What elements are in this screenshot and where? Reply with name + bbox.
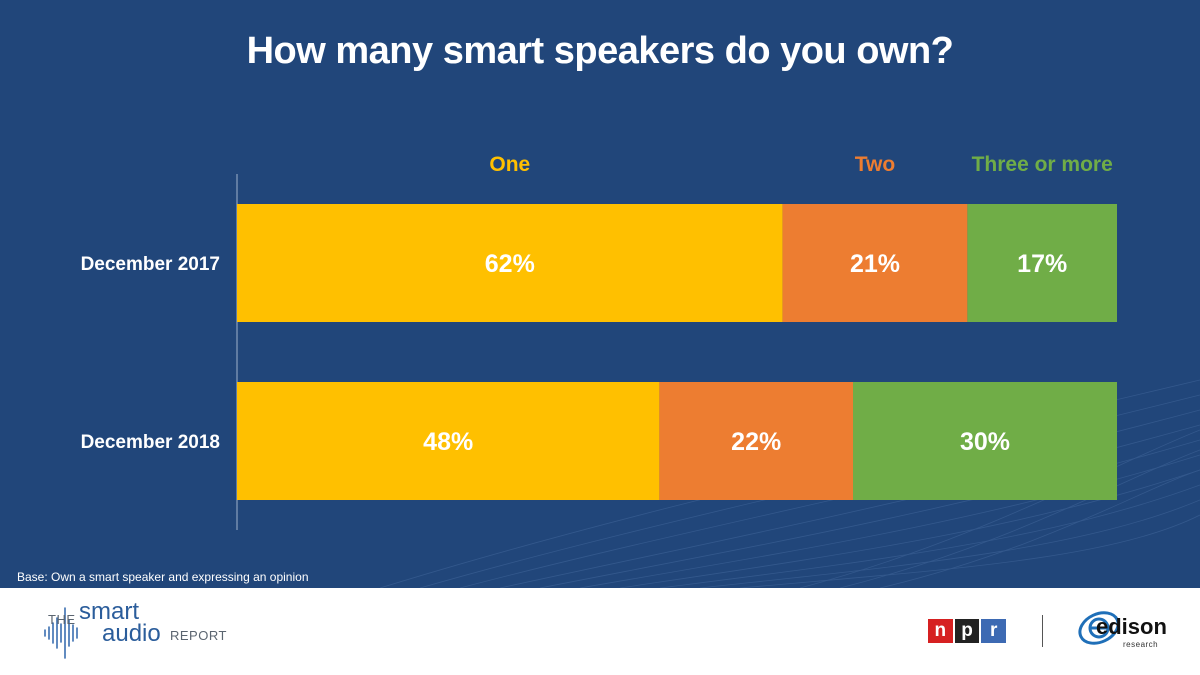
edison-research-logo-icon bbox=[1078, 611, 1120, 645]
chart-title: How many smart speakers do you own? bbox=[246, 30, 954, 72]
bar-three-or-more-december-2017 bbox=[967, 204, 1117, 322]
npr-letter-r: r bbox=[981, 619, 1007, 643]
npr-letter-p: p bbox=[954, 619, 980, 643]
data-label-one-december-2017: 62% bbox=[485, 250, 535, 278]
report-audio-text: audio bbox=[102, 620, 161, 647]
npr-letter-n: n bbox=[928, 619, 953, 643]
legend-label-one: One bbox=[489, 153, 530, 176]
npr-logo: n p r bbox=[928, 619, 1007, 643]
stacked-bar-chart: 62% 21% 17% December 2017 48% 22% 30% December … bbox=[81, 153, 1117, 530]
legend-label-two: Two bbox=[855, 153, 895, 176]
smart-audio-report-logo bbox=[44, 607, 78, 659]
bar-one-december-2018 bbox=[237, 382, 660, 500]
legend-label-three-or-more: Three or more bbox=[972, 153, 1113, 176]
report-report-text: REPORT bbox=[170, 628, 227, 643]
category-label-december-2017: December 2017 bbox=[81, 254, 220, 275]
logo-divider bbox=[1042, 615, 1043, 647]
decorative-wave-background bbox=[379, 379, 1200, 588]
bar-three-or-more-december-2018 bbox=[853, 382, 1117, 500]
category-label-december-2018: December 2018 bbox=[81, 432, 220, 453]
bar-two-december-2017 bbox=[782, 204, 968, 322]
data-label-three-or-more-december-2018: 30% bbox=[960, 428, 1010, 456]
edison-subtitle: research bbox=[1123, 640, 1159, 649]
footer-bar: THE smart audio REPORT n p r edison rese… bbox=[0, 588, 1200, 675]
edison-wordmark: edison bbox=[1096, 614, 1167, 639]
data-label-one-december-2018: 48% bbox=[423, 428, 473, 456]
data-label-two-december-2017: 21% bbox=[850, 250, 900, 278]
chart-slide: How many smart speakers do you own? 62% 2… bbox=[0, 0, 1200, 588]
data-label-three-or-more-december-2017: 17% bbox=[1017, 250, 1067, 278]
bar-one-december-2017 bbox=[237, 204, 783, 322]
report-the-text: THE bbox=[48, 612, 76, 627]
report-smart-text: smart bbox=[79, 598, 139, 625]
bar-two-december-2018 bbox=[659, 382, 853, 500]
data-label-two-december-2018: 22% bbox=[731, 428, 781, 456]
base-note: Base: Own a smart speaker and expressing… bbox=[17, 570, 309, 584]
